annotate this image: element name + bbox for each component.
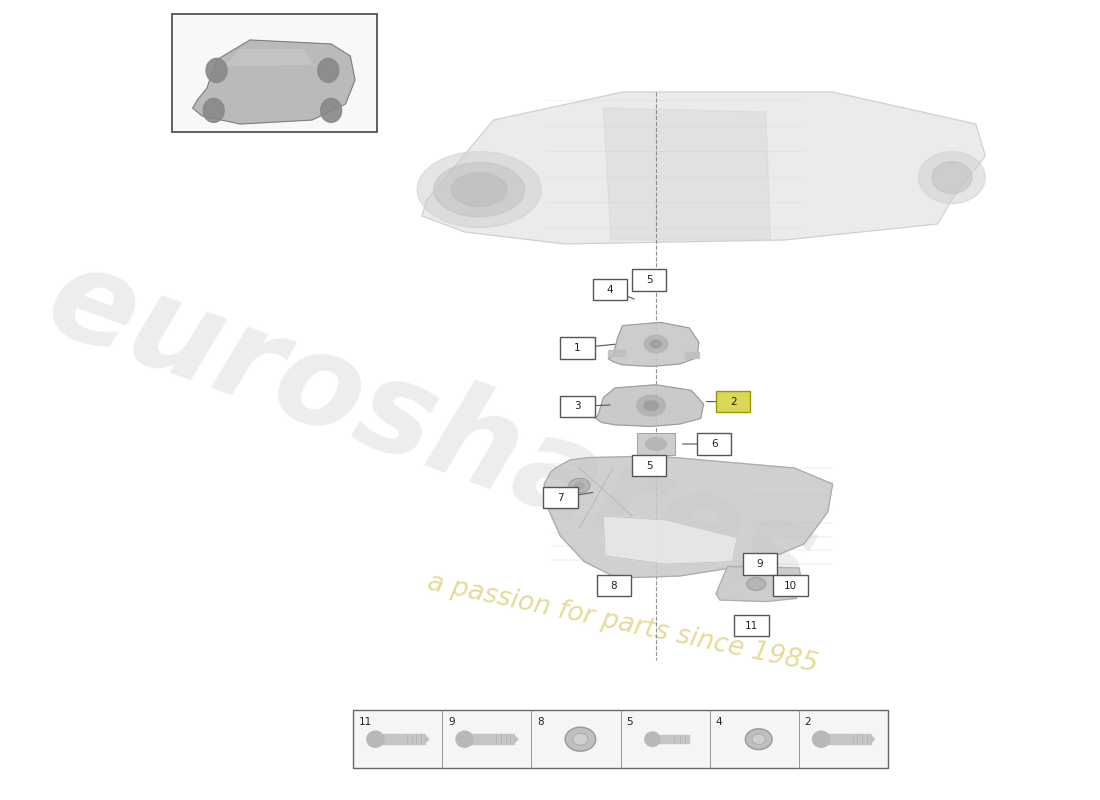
FancyBboxPatch shape — [716, 391, 750, 413]
Text: 8: 8 — [610, 581, 617, 590]
Text: 7: 7 — [557, 493, 563, 502]
Polygon shape — [716, 566, 802, 602]
Text: 8: 8 — [537, 717, 543, 726]
Polygon shape — [227, 50, 312, 66]
Ellipse shape — [747, 578, 766, 590]
Ellipse shape — [645, 732, 660, 746]
Text: 2: 2 — [730, 397, 737, 406]
Text: 2: 2 — [804, 717, 811, 726]
Polygon shape — [596, 385, 704, 426]
Polygon shape — [604, 108, 770, 240]
Bar — [172, 14, 377, 132]
Text: 1: 1 — [574, 343, 581, 353]
Ellipse shape — [206, 58, 227, 82]
Polygon shape — [425, 736, 429, 742]
Polygon shape — [685, 352, 698, 358]
Ellipse shape — [637, 395, 666, 416]
Text: euroshares: euroshares — [31, 235, 832, 629]
Ellipse shape — [573, 733, 588, 746]
Ellipse shape — [451, 173, 507, 206]
Polygon shape — [544, 456, 833, 578]
Text: 10: 10 — [784, 581, 798, 590]
Polygon shape — [608, 350, 625, 356]
Ellipse shape — [574, 482, 584, 489]
FancyBboxPatch shape — [543, 486, 578, 509]
FancyBboxPatch shape — [773, 574, 807, 597]
FancyBboxPatch shape — [632, 269, 667, 290]
Text: 4: 4 — [607, 285, 614, 294]
Polygon shape — [192, 40, 355, 124]
Bar — [464, 734, 514, 744]
FancyBboxPatch shape — [632, 454, 667, 477]
Text: a passion for parts since 1985: a passion for parts since 1985 — [425, 570, 820, 678]
FancyBboxPatch shape — [593, 278, 627, 300]
Ellipse shape — [918, 152, 986, 204]
Text: 4: 4 — [715, 717, 722, 726]
Ellipse shape — [932, 162, 972, 194]
Polygon shape — [514, 736, 518, 742]
FancyBboxPatch shape — [697, 434, 732, 454]
Ellipse shape — [569, 478, 590, 493]
FancyBboxPatch shape — [560, 338, 595, 358]
FancyBboxPatch shape — [742, 554, 778, 574]
Ellipse shape — [650, 340, 661, 348]
Text: 6: 6 — [711, 439, 717, 449]
Polygon shape — [604, 516, 737, 564]
Text: 5: 5 — [646, 275, 652, 285]
Text: 9: 9 — [757, 559, 763, 569]
Text: 5: 5 — [626, 717, 632, 726]
FancyBboxPatch shape — [596, 574, 631, 597]
Polygon shape — [422, 92, 986, 244]
Text: 11: 11 — [745, 621, 758, 630]
Text: 9: 9 — [448, 717, 454, 726]
Bar — [353, 710, 888, 768]
Ellipse shape — [417, 152, 541, 227]
Ellipse shape — [456, 731, 473, 747]
FancyBboxPatch shape — [560, 396, 595, 418]
Text: 11: 11 — [359, 717, 372, 726]
Ellipse shape — [366, 731, 384, 747]
Ellipse shape — [204, 98, 224, 122]
Bar — [821, 734, 871, 744]
FancyBboxPatch shape — [734, 614, 769, 637]
Text: 3: 3 — [574, 402, 581, 411]
Bar — [375, 734, 425, 744]
Ellipse shape — [644, 335, 668, 353]
Bar — [652, 735, 689, 743]
Polygon shape — [871, 736, 874, 742]
Ellipse shape — [746, 729, 772, 750]
Ellipse shape — [752, 734, 766, 744]
Ellipse shape — [644, 401, 658, 410]
Bar — [637, 433, 675, 455]
Ellipse shape — [646, 438, 667, 450]
Ellipse shape — [565, 727, 596, 751]
Text: 5: 5 — [646, 461, 652, 470]
Ellipse shape — [813, 731, 829, 747]
Ellipse shape — [320, 98, 342, 122]
Polygon shape — [608, 322, 698, 366]
Ellipse shape — [433, 162, 525, 217]
Ellipse shape — [318, 58, 339, 82]
